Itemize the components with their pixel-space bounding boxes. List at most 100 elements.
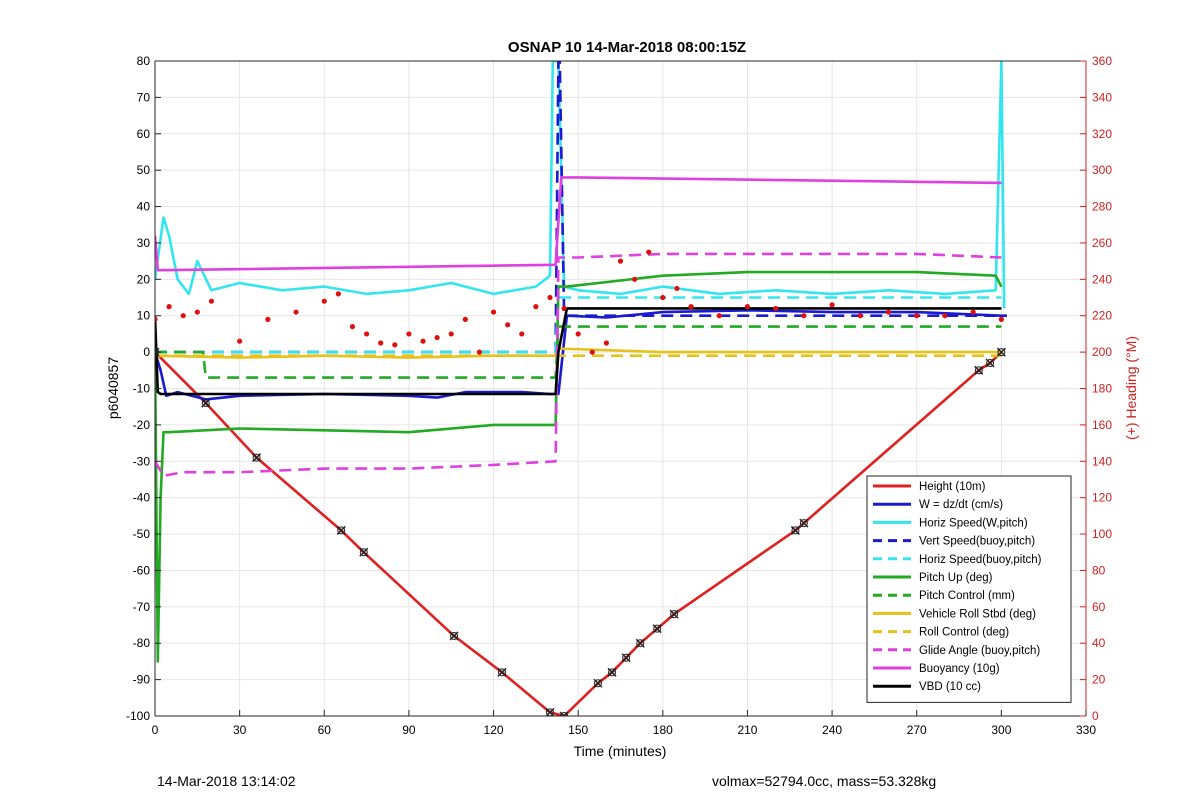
dive-marker-ring xyxy=(608,668,617,677)
x-tick-label: 120 xyxy=(484,723,504,737)
y-tick-label: -70 xyxy=(133,600,151,614)
x-tick-label: 180 xyxy=(653,723,673,737)
heading-point xyxy=(632,276,638,282)
heading-point xyxy=(166,304,172,310)
heading-point xyxy=(335,291,341,297)
y2-tick-label: 360 xyxy=(1092,54,1112,68)
heading-point xyxy=(575,331,581,337)
dive-marker-ring xyxy=(622,653,631,662)
series-vbd-10-cc xyxy=(155,307,1002,396)
heading-point xyxy=(617,258,624,264)
y-tick-label: 60 xyxy=(137,127,151,141)
series-heading xyxy=(155,249,1004,355)
legend-label: Pitch Up (deg) xyxy=(919,572,993,584)
dive-marker-ring xyxy=(791,526,800,535)
dive-marker-ring xyxy=(986,359,995,368)
y-tick-label: -30 xyxy=(133,454,151,468)
y-axis-label: p6040857 xyxy=(105,357,121,420)
y-tick-label: -50 xyxy=(133,527,151,541)
heading-point xyxy=(155,316,158,322)
heading-point xyxy=(589,349,595,355)
y2-axis-label: (+) Heading (°M) xyxy=(1123,336,1139,440)
legend-label: Vehicle Roll Stbd (deg) xyxy=(919,608,1036,620)
heading-point xyxy=(406,331,412,337)
axes-layer: 0 30 60 90 120 150 180 210 240 270 300 330-100-90-8… xyxy=(126,54,1112,737)
heading-point xyxy=(208,298,215,304)
y-tick-label: -40 xyxy=(133,491,151,505)
legend-label: Glide Angle (buoy,pitch) xyxy=(919,645,1040,657)
heading-point xyxy=(420,338,426,344)
heading-point xyxy=(321,298,327,304)
series-pitch-up-deg xyxy=(155,270,1003,663)
y2-tick-label: 40 xyxy=(1092,636,1106,650)
y-tick-label: 70 xyxy=(137,90,151,104)
y2-tick-label: 320 xyxy=(1092,127,1112,141)
dive-marker-ring xyxy=(337,526,346,535)
y-tick-label: -80 xyxy=(133,636,151,650)
y2-tick-label: 80 xyxy=(1092,563,1106,577)
y-tick-label: -90 xyxy=(133,673,151,687)
heading-point xyxy=(885,309,892,315)
heading-point xyxy=(547,294,553,301)
y-tick-label: 40 xyxy=(137,200,151,214)
y2-tick-label: 20 xyxy=(1092,673,1106,687)
x-tick-label: 150 xyxy=(568,723,588,737)
heading-point xyxy=(829,302,835,308)
heading-point xyxy=(293,309,299,315)
heading-point xyxy=(744,304,751,310)
legend-box xyxy=(866,475,1072,703)
legend: Height (10m) W = dz/dt (cm/s) Horiz Speed(… xyxy=(866,475,1072,703)
heading-point xyxy=(180,313,186,319)
y-tick-label: 80 xyxy=(137,54,151,68)
dive-marker-ring xyxy=(252,453,261,462)
heading-point xyxy=(265,316,271,322)
heading-point xyxy=(434,334,440,341)
y2-tick-label: 240 xyxy=(1092,272,1112,286)
y2-tick-label: 120 xyxy=(1092,491,1112,505)
chart-title: OSNAP 10 14-Mar-2018 08:00:15Z xyxy=(508,39,746,56)
x-tick-label: 60 xyxy=(318,723,332,737)
y2-tick-label: 100 xyxy=(1092,527,1112,541)
heading-point xyxy=(476,349,483,355)
y-tick-label: 50 xyxy=(137,163,151,177)
legend-label: Horiz Speed(W,pitch) xyxy=(919,517,1028,529)
y2-tick-label: 0 xyxy=(1092,709,1099,723)
series-layer xyxy=(155,61,1007,716)
y2-tick-label: 220 xyxy=(1092,309,1112,323)
y2-tick-label: 200 xyxy=(1092,345,1112,359)
y2-tick-label: 260 xyxy=(1092,236,1112,250)
dive-marker-ring xyxy=(498,668,507,677)
heading-point xyxy=(603,340,609,346)
dive-marker-ring xyxy=(593,679,602,688)
y-tick-label: -100 xyxy=(126,709,150,723)
heading-point xyxy=(462,316,468,322)
heading-point xyxy=(378,340,384,346)
y-tick-label: -60 xyxy=(133,563,151,577)
heading-point xyxy=(773,305,779,312)
x-axis-label: Time (minutes) xyxy=(574,743,667,759)
x-tick-label: 300 xyxy=(991,723,1011,737)
y2-tick-label: 160 xyxy=(1092,418,1112,432)
heading-point xyxy=(857,313,863,319)
legend-label: Vert Speed(buoy,pitch) xyxy=(919,536,1035,548)
heading-point xyxy=(998,316,1004,322)
dive-marker-ring xyxy=(636,639,645,648)
heading-point xyxy=(194,309,200,315)
legend-label: W = dz/dt (cm/s) xyxy=(919,499,1003,511)
x-tick-label: 90 xyxy=(402,723,416,737)
y-tick-label: 10 xyxy=(137,309,151,323)
legend-label: Roll Control (deg) xyxy=(919,627,1009,639)
heading-point xyxy=(533,304,539,310)
series-glide-angle-buoy-pitch xyxy=(155,252,1002,478)
x-tick-label: 0 xyxy=(152,723,159,737)
heading-point xyxy=(519,331,525,337)
legend-label: Horiz Speed(buoy,pitch) xyxy=(919,554,1042,566)
y2-tick-label: 180 xyxy=(1092,382,1112,396)
heading-point xyxy=(970,309,976,315)
heading-point xyxy=(237,338,243,344)
x-tick-label: 270 xyxy=(907,723,927,737)
heading-point xyxy=(561,305,567,312)
heading-point xyxy=(801,313,807,319)
series-w-dz-dt-cm-s xyxy=(155,308,1007,401)
y-tick-label: -10 xyxy=(133,382,151,396)
